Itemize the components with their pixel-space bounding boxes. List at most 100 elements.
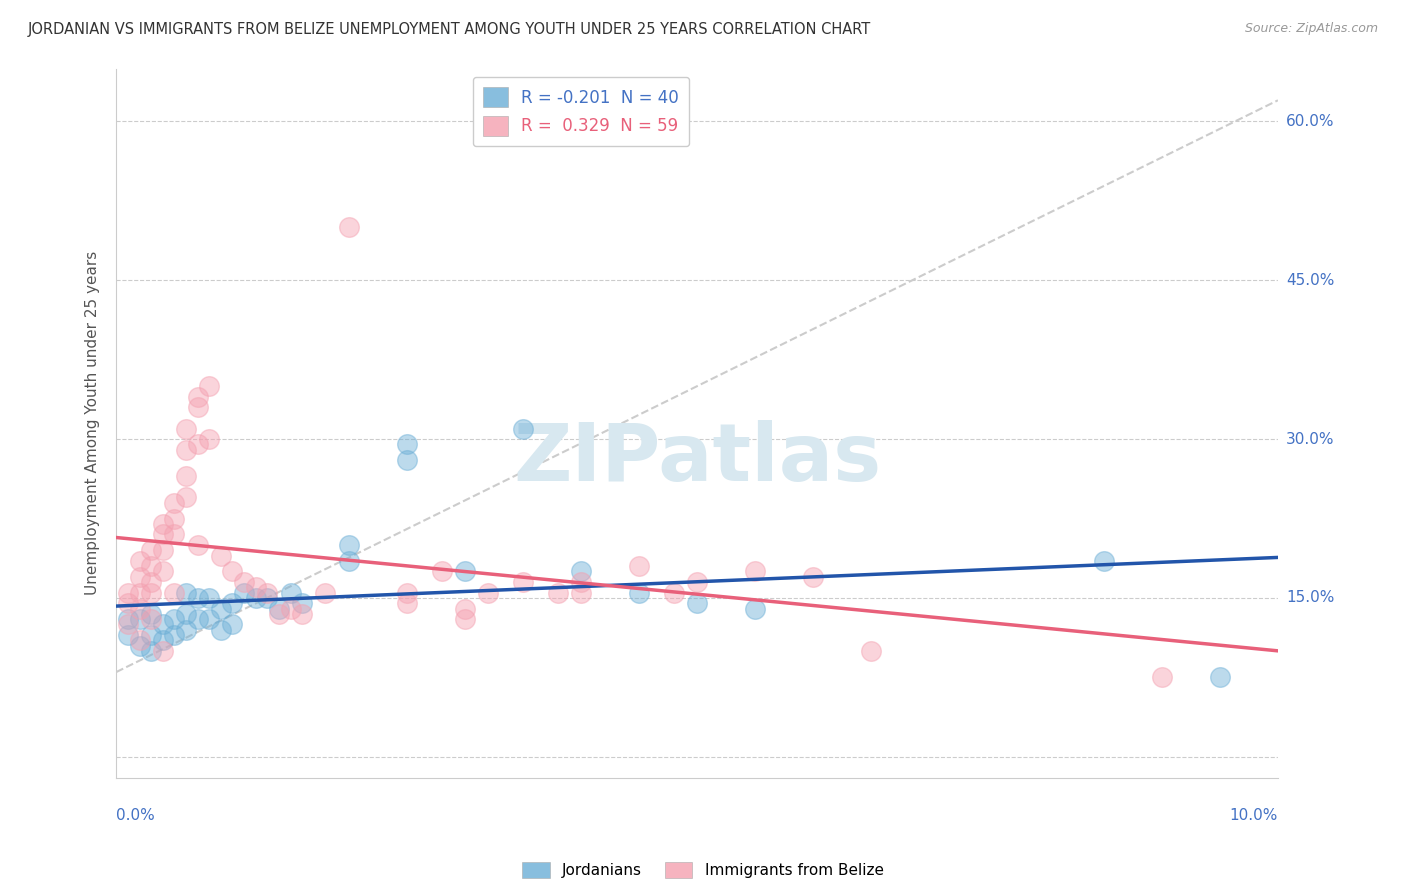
Point	[221, 596, 243, 610]
Point	[163, 511, 186, 525]
Point	[233, 575, 256, 590]
Point	[163, 527, 186, 541]
Point	[395, 437, 418, 451]
Point	[245, 580, 267, 594]
Point	[174, 491, 197, 505]
Point	[209, 601, 232, 615]
Text: 45.0%: 45.0%	[1286, 273, 1334, 288]
Point	[152, 527, 174, 541]
Text: 60.0%: 60.0%	[1286, 114, 1334, 129]
Point	[163, 628, 186, 642]
Point	[117, 585, 139, 599]
Point	[454, 565, 477, 579]
Point	[744, 601, 766, 615]
Point	[198, 379, 221, 393]
Point	[198, 432, 221, 446]
Point	[744, 565, 766, 579]
Point	[395, 585, 418, 599]
Point	[139, 559, 162, 574]
Point	[163, 585, 186, 599]
Point	[245, 591, 267, 605]
Point	[395, 453, 418, 467]
Point	[569, 585, 592, 599]
Point	[1209, 670, 1232, 684]
Point	[187, 612, 209, 626]
Point	[117, 617, 139, 632]
Point	[291, 596, 314, 610]
Point	[163, 495, 186, 509]
Point	[128, 639, 150, 653]
Point	[152, 633, 174, 648]
Point	[128, 570, 150, 584]
Point	[187, 591, 209, 605]
Point	[198, 612, 221, 626]
Point	[569, 565, 592, 579]
Point	[337, 538, 360, 552]
Point	[187, 390, 209, 404]
Y-axis label: Unemployment Among Youth under 25 years: Unemployment Among Youth under 25 years	[86, 251, 100, 595]
Point	[256, 591, 278, 605]
Point	[1150, 670, 1173, 684]
Point	[128, 633, 150, 648]
Point	[337, 220, 360, 235]
Point	[627, 585, 650, 599]
Text: 30.0%: 30.0%	[1286, 432, 1334, 447]
Point	[174, 442, 197, 457]
Point	[512, 421, 534, 435]
Text: 15.0%: 15.0%	[1286, 591, 1334, 606]
Text: JORDANIAN VS IMMIGRANTS FROM BELIZE UNEMPLOYMENT AMONG YOUTH UNDER 25 YEARS CORR: JORDANIAN VS IMMIGRANTS FROM BELIZE UNEM…	[28, 22, 872, 37]
Point	[198, 591, 221, 605]
Point	[454, 612, 477, 626]
Point	[686, 575, 709, 590]
Point	[139, 644, 162, 658]
Point	[512, 575, 534, 590]
Point	[256, 585, 278, 599]
Point	[139, 543, 162, 558]
Point	[337, 554, 360, 568]
Point	[662, 585, 685, 599]
Point	[174, 607, 197, 621]
Point	[174, 623, 197, 637]
Point	[139, 575, 162, 590]
Point	[152, 543, 174, 558]
Point	[174, 421, 197, 435]
Point	[221, 617, 243, 632]
Point	[430, 565, 453, 579]
Legend: R = -0.201  N = 40, R =  0.329  N = 59: R = -0.201 N = 40, R = 0.329 N = 59	[472, 77, 689, 146]
Point	[139, 612, 162, 626]
Point	[139, 585, 162, 599]
Point	[314, 585, 336, 599]
Point	[209, 549, 232, 563]
Point	[117, 596, 139, 610]
Point	[163, 612, 186, 626]
Point	[187, 437, 209, 451]
Point	[280, 585, 302, 599]
Text: Source: ZipAtlas.com: Source: ZipAtlas.com	[1244, 22, 1378, 36]
Point	[128, 601, 150, 615]
Point	[117, 628, 139, 642]
Point	[187, 538, 209, 552]
Point	[139, 607, 162, 621]
Point	[152, 644, 174, 658]
Point	[1092, 554, 1115, 568]
Point	[280, 601, 302, 615]
Point	[117, 612, 139, 626]
Point	[477, 585, 499, 599]
Text: 10.0%: 10.0%	[1230, 808, 1278, 823]
Point	[152, 565, 174, 579]
Point	[395, 596, 418, 610]
Point	[860, 644, 883, 658]
Point	[174, 585, 197, 599]
Point	[686, 596, 709, 610]
Point	[454, 601, 477, 615]
Point	[187, 401, 209, 415]
Text: 0.0%: 0.0%	[117, 808, 155, 823]
Point	[209, 623, 232, 637]
Point	[627, 559, 650, 574]
Point	[128, 612, 150, 626]
Point	[128, 554, 150, 568]
Legend: Jordanians, Immigrants from Belize: Jordanians, Immigrants from Belize	[516, 856, 890, 884]
Point	[221, 565, 243, 579]
Point	[547, 585, 569, 599]
Point	[233, 585, 256, 599]
